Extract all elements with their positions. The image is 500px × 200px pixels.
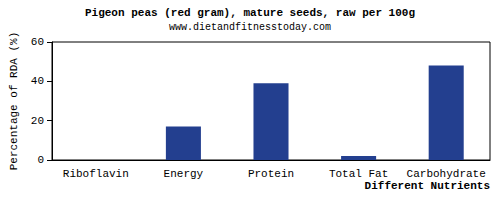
svg-text:Carbohydrate: Carbohydrate xyxy=(407,168,486,180)
svg-text:40: 40 xyxy=(31,75,44,87)
svg-text:Percentage of RDA (%): Percentage of RDA (%) xyxy=(8,32,20,171)
svg-text:20: 20 xyxy=(31,115,44,127)
svg-text:60: 60 xyxy=(31,36,44,48)
svg-text:Energy: Energy xyxy=(164,168,204,180)
svg-text:Total Fat: Total Fat xyxy=(329,168,388,180)
svg-text:0: 0 xyxy=(37,154,44,166)
svg-text:Pigeon peas (red gram), mature: Pigeon peas (red gram), mature seeds, ra… xyxy=(85,7,415,19)
svg-text:Riboflavin: Riboflavin xyxy=(63,168,129,180)
svg-text:www.dietandfitnesstoday.com: www.dietandfitnesstoday.com xyxy=(169,22,331,33)
svg-text:Different Nutrients: Different Nutrients xyxy=(365,180,490,192)
svg-text:Protein: Protein xyxy=(248,168,294,180)
